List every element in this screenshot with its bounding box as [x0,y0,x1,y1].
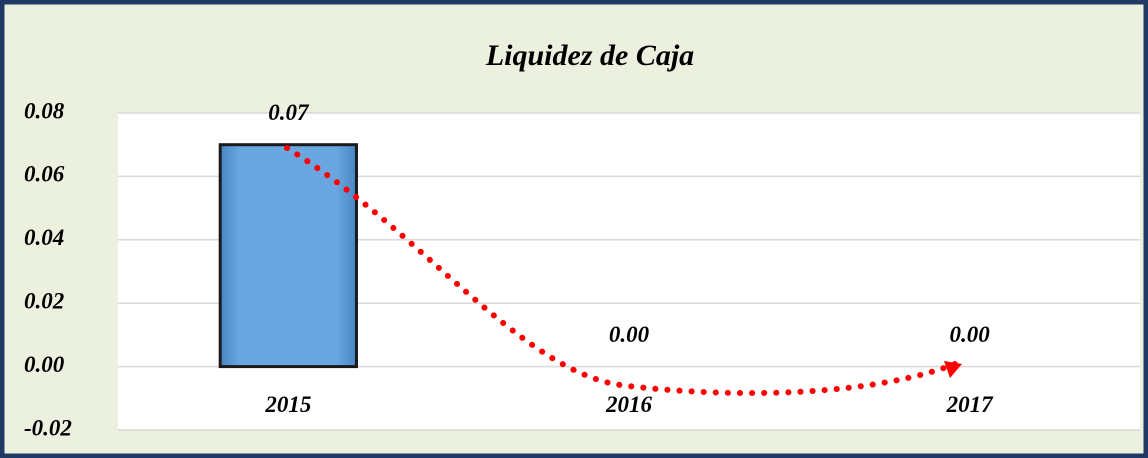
y-tick-label: 0.04 [24,225,64,250]
chart-title: Liquidez de Caja [485,39,694,72]
trend-arrow [284,145,963,397]
y-tick-label: 0.00 [24,352,65,377]
x-tick-label: 2017 [946,392,995,417]
bar [218,143,358,369]
x-tick-label: 2015 [264,392,311,417]
y-tick-label: 0.08 [24,98,65,123]
y-tick-label: -0.02 [24,415,72,440]
x-tick-label: 2016 [605,392,653,417]
trend-arrow-head [944,361,962,378]
y-tick-label: 0.02 [24,288,64,313]
data-label: 0.00 [950,322,991,347]
data-label: 0.00 [609,322,650,347]
data-label: 0.07 [268,100,310,125]
y-tick-label: 0.06 [24,162,65,187]
